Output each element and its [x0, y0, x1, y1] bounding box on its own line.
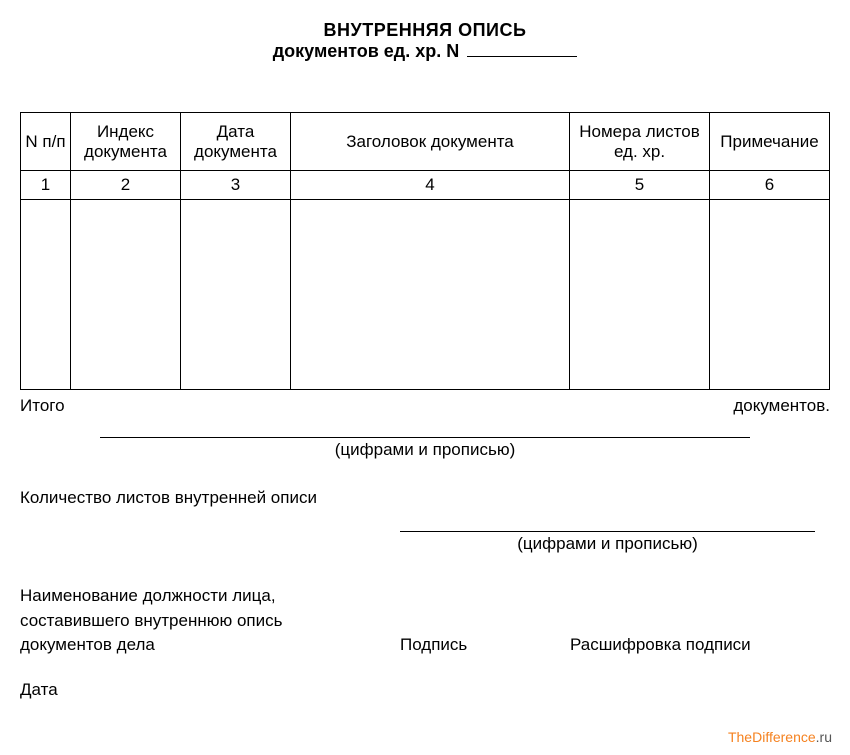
totals-right: документов.: [733, 396, 830, 416]
watermark-part1: TheDifference: [728, 729, 816, 745]
document-header: ВНУТРЕННЯЯ ОПИСЬ документов ед. хр. N: [20, 20, 830, 62]
watermark: TheDifference.ru: [728, 729, 832, 745]
sheets-underline: [400, 514, 815, 532]
title-line-2-text: документов ед. хр. N: [273, 41, 460, 61]
title-line-2: документов ед. хр. N: [20, 41, 830, 62]
col-num-1: 1: [21, 171, 71, 200]
signatory-line-3: документов дела: [20, 633, 400, 658]
totals-section: Итого документов. (цифрами и прописью): [20, 396, 830, 460]
cell-3: [181, 200, 291, 390]
cell-2: [71, 200, 181, 390]
cell-4: [291, 200, 570, 390]
col-num-2: 2: [71, 171, 181, 200]
col-header-2: Индекс документа: [71, 113, 181, 171]
cell-5: [570, 200, 710, 390]
cell-6: [710, 200, 830, 390]
signature-label: Подпись: [400, 633, 570, 658]
decipher-label: Расшифровка подписи: [570, 633, 830, 658]
col-header-3: Дата документа: [181, 113, 291, 171]
cell-1: [21, 200, 71, 390]
date-label: Дата: [20, 680, 830, 700]
sheets-section: Количество листов внутренней описи (цифр…: [20, 488, 830, 554]
title-line-1: ВНУТРЕННЯЯ ОПИСЬ: [20, 20, 830, 41]
col-num-6: 6: [710, 171, 830, 200]
table-number-row: 1 2 3 4 5 6: [21, 171, 830, 200]
col-header-6: Примечание: [710, 113, 830, 171]
inventory-table: N п/п Индекс документа Дата документа За…: [20, 112, 830, 390]
col-header-5: Номера листов ед. хр.: [570, 113, 710, 171]
watermark-part2: .ru: [816, 729, 832, 745]
totals-left: Итого: [20, 396, 65, 416]
totals-caption: (цифрами и прописью): [20, 440, 830, 460]
col-num-3: 3: [181, 171, 291, 200]
doc-number-blank: [467, 56, 577, 57]
col-header-4: Заголовок документа: [291, 113, 570, 171]
totals-row: Итого документов.: [20, 396, 830, 416]
col-header-1: N п/п: [21, 113, 71, 171]
sheets-caption: (цифрами и прописью): [400, 534, 815, 554]
totals-underline: [100, 420, 750, 438]
col-num-4: 4: [291, 171, 570, 200]
col-num-5: 5: [570, 171, 710, 200]
sheets-label: Количество листов внутренней описи: [20, 488, 830, 508]
signatory-block: Наименование должности лица, составившег…: [20, 584, 830, 658]
table-body-row: [21, 200, 830, 390]
signatory-line-2: составившего внутреннюю опись: [20, 609, 830, 634]
signature-row: документов дела Подпись Расшифровка подп…: [20, 633, 830, 658]
table-header-row: N п/п Индекс документа Дата документа За…: [21, 113, 830, 171]
signatory-line-1: Наименование должности лица,: [20, 584, 830, 609]
